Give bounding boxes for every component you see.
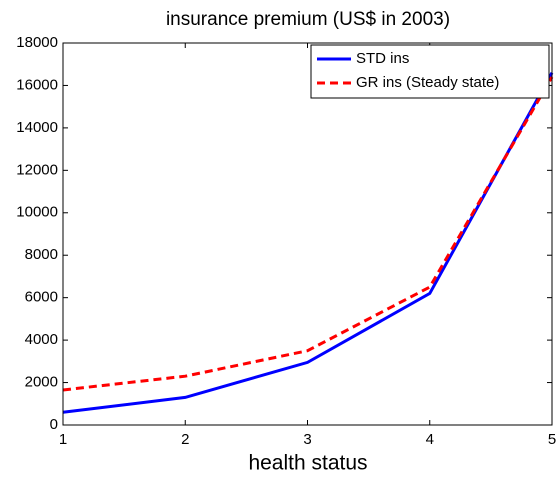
y-tick-label: 12000 <box>16 161 58 178</box>
axes-box <box>62 42 553 426</box>
x-tick-label: 3 <box>303 431 311 448</box>
y-tick-label: 8000 <box>25 246 58 263</box>
y-tick-label: 6000 <box>25 289 58 306</box>
x-axis-label: health status <box>248 452 367 475</box>
y-tick-label: 4000 <box>25 331 58 348</box>
x-tick-label: 5 <box>548 431 556 448</box>
legend-label: GR ins (Steady state) <box>356 74 499 91</box>
x-tick-label: 4 <box>426 431 434 448</box>
y-tick-label: 0 <box>50 416 58 433</box>
y-tick-label: 18000 <box>16 34 58 51</box>
y-tick-label: 14000 <box>16 119 58 136</box>
x-tick-label: 2 <box>181 431 189 448</box>
y-tick-label: 10000 <box>16 204 58 221</box>
data-line <box>62 71 554 414</box>
data-line <box>62 76 554 392</box>
chart-title: insurance premium (US$ in 2003) <box>166 9 450 30</box>
legend-box <box>310 44 550 99</box>
y-tick-label: 16000 <box>16 76 58 93</box>
y-tick-label: 2000 <box>25 374 58 391</box>
legend-label: STD ins <box>356 50 409 67</box>
x-tick-label: 1 <box>59 431 67 448</box>
